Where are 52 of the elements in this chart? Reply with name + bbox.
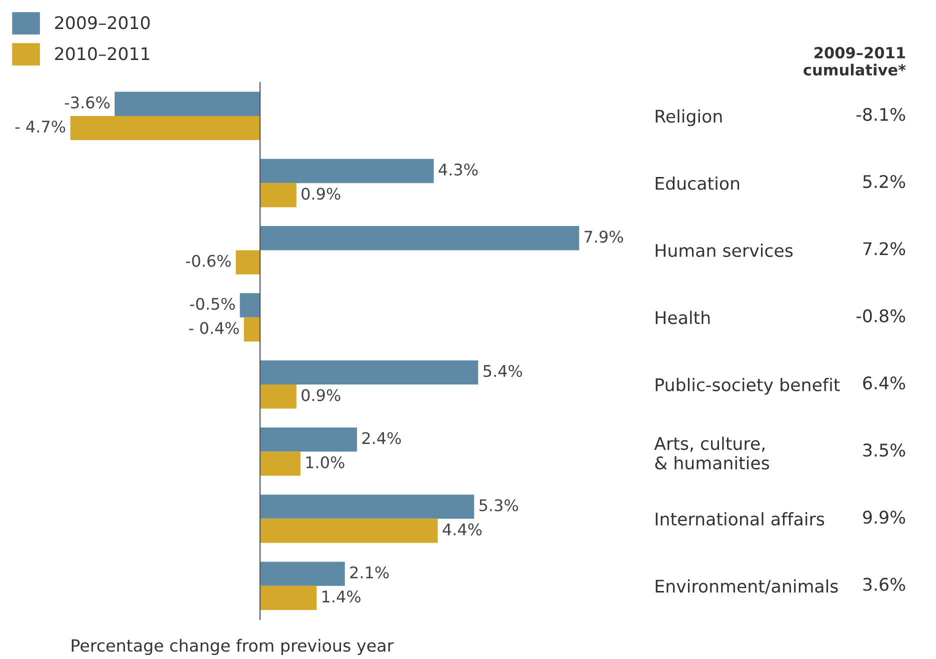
data-label: 0.9% (302, 188, 340, 200)
data-label: 4.4% (442, 523, 482, 536)
text: -0.8% (856, 309, 906, 322)
y-tick-label: Public-society benefit (656, 378, 840, 395)
bar (260, 183, 296, 208)
bar (70, 116, 260, 140)
text: 2009–2011 cumulative* (804, 46, 906, 76)
y-tick-label: International affairs (656, 512, 824, 526)
legend-label: 2010–2011 (55, 47, 150, 60)
data-label: 5.3% (480, 499, 518, 512)
text: 7.2% (863, 242, 906, 256)
bar (244, 317, 260, 342)
y-tick-label: Health (656, 310, 710, 324)
text: -8.1% (856, 108, 906, 121)
bar (240, 293, 260, 318)
bar (260, 494, 474, 519)
text: 3.6% (863, 578, 906, 591)
text: 3.5% (863, 444, 906, 457)
bar (260, 586, 317, 610)
data-label: 2.4% (362, 432, 401, 444)
y-tick-label: Environment/animals (656, 579, 838, 594)
y-tick-label: Human services (656, 244, 793, 258)
data-label: -0.5% (190, 298, 235, 310)
y-tick-label: Arts, culture, & humanities (654, 436, 770, 470)
y-tick-label: Religion (656, 109, 722, 126)
bar (260, 158, 434, 184)
data-label: - 4.7% (15, 120, 66, 133)
text: 5.2% (863, 174, 906, 188)
legend-label: 2009–2010 (55, 16, 150, 30)
bar (260, 452, 300, 476)
bar (260, 562, 345, 586)
data-label: - 0.4% (189, 322, 239, 334)
data-label: 7.9% (584, 230, 624, 243)
bar (114, 92, 260, 116)
text: 9.9% (863, 510, 906, 524)
bar (236, 250, 260, 274)
bar (260, 360, 478, 384)
x-axis-title: Percentage change from previous year (72, 638, 394, 656)
data-label: 5.4% (484, 364, 522, 378)
data-label: 2.1% (350, 566, 389, 578)
data-label: 1.0% (306, 456, 344, 468)
data-label: -3.6% (64, 96, 110, 108)
text: 6.4% (863, 376, 906, 390)
bar (260, 518, 438, 543)
bar (260, 384, 296, 409)
data-label: -0.6% (186, 254, 231, 267)
bar (260, 226, 580, 250)
data-label: 1.4% (322, 590, 360, 603)
data-label: 0.9% (302, 389, 340, 402)
data-label: 4.3% (438, 164, 478, 176)
bar (260, 427, 357, 452)
y-tick-label: Education (656, 176, 740, 190)
